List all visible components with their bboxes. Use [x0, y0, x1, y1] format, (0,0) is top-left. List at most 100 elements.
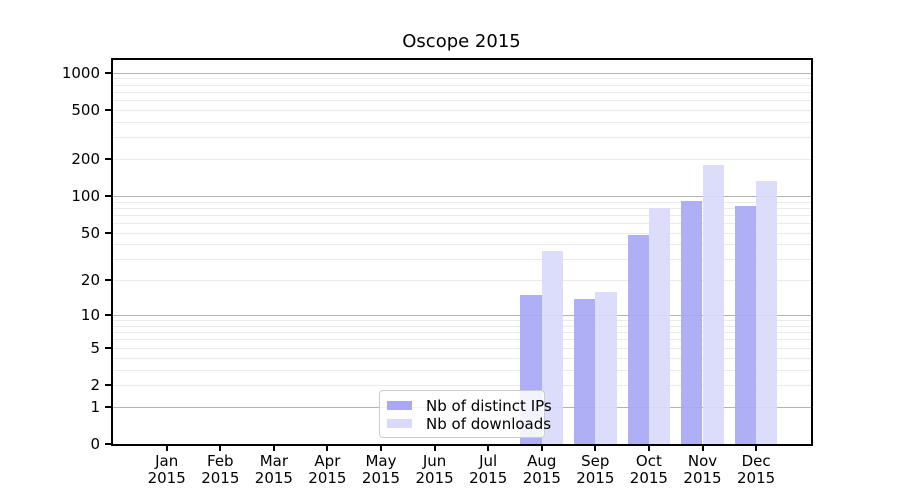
x-tick-label-line: Jul [479, 452, 498, 470]
x-tick-label-line: Aug [527, 452, 557, 470]
y-tick-mark [105, 384, 111, 386]
x-tick-mark [326, 446, 329, 451]
gridline-minor [113, 109, 811, 111]
x-tick-label-line: Jan [155, 452, 179, 470]
bar-distinct-ips [573, 298, 596, 444]
x-tick-label-line: 2015 [576, 469, 615, 487]
x-tick-mark [380, 446, 382, 451]
x-tick-label-line: Dec [741, 452, 771, 470]
x-tick-label-line: 2015 [308, 469, 347, 487]
y-tick-mark [105, 195, 111, 197]
y-tick-label: 500 [71, 100, 100, 119]
y-tick-mark [105, 405, 111, 408]
x-tick-label: Jun 2015 [403, 453, 467, 487]
y-tick-label: 1000 [61, 63, 100, 82]
y-tick-mark [105, 158, 111, 160]
y-tick-label: 200 [71, 150, 100, 168]
x-tick-mark [594, 446, 597, 451]
x-tick-label: Jan 2015 [135, 453, 199, 487]
gridline-minor [113, 121, 811, 123]
x-tick-mark [647, 446, 650, 451]
gridline-minor [113, 259, 811, 261]
gridline-minor [113, 78, 811, 80]
x-tick-label-line: 2015 [522, 469, 561, 487]
gridline-minor [113, 320, 811, 322]
x-tick-mark [272, 446, 275, 451]
x-tick-label-line: Nov [687, 452, 718, 470]
x-tick-label-line: Jun [422, 452, 447, 470]
y-tick-mark [105, 314, 111, 317]
gridline-minor [113, 332, 811, 334]
x-tick-label-line: May [365, 452, 397, 470]
x-tick-mark [165, 446, 168, 451]
gridline-minor [113, 280, 811, 282]
y-tick-mark [105, 443, 111, 445]
y-tick-label: 5 [90, 338, 100, 357]
x-tick-label: Sep 2015 [563, 453, 627, 487]
x-tick-label: Dec 2015 [724, 453, 788, 487]
y-tick-label: 1 [90, 397, 100, 416]
y-tick-label: 10 [80, 306, 100, 325]
y-tick-mark [105, 279, 111, 282]
y-tick-mark [105, 71, 111, 74]
x-tick-label-line: 2015 [469, 469, 508, 487]
legend: Nb of distinct IPs Nb of downloads [379, 390, 552, 438]
bar-distinct-ips [734, 205, 757, 444]
x-tick-label: Mar 2015 [242, 453, 306, 487]
x-tick-label-line: Sep [581, 452, 610, 470]
x-tick-label-line: 2015 [147, 469, 186, 487]
y-tick-mark [105, 346, 111, 349]
legend-label: Nb of distinct IPs [426, 396, 552, 415]
gridline-minor [113, 207, 811, 209]
gridline-minor [113, 232, 811, 234]
x-tick-mark [755, 446, 758, 451]
x-tick-label-line: Apr [314, 452, 341, 470]
x-tick-label: Apr 2015 [295, 453, 359, 487]
y-tick-label: 0 [90, 435, 100, 453]
x-tick-label: May 2015 [349, 453, 413, 487]
x-tick-label-line: Feb [207, 452, 234, 470]
gridline-minor [113, 91, 811, 93]
bar-distinct-ips [681, 201, 703, 444]
x-tick-label-line: 2015 [254, 469, 293, 487]
gridline-minor [113, 244, 811, 246]
legend-item-downloads: Nb of downloads [387, 415, 551, 433]
gridline-major [113, 196, 811, 197]
x-tick-mark [540, 446, 543, 451]
x-tick-mark [219, 446, 222, 451]
y-tick-label: 20 [80, 271, 100, 290]
gridline-minor [113, 325, 811, 327]
x-tick-mark [487, 446, 490, 451]
gridline-minor [113, 100, 811, 102]
bar-downloads [702, 164, 724, 444]
bar-downloads [756, 181, 778, 444]
x-tick-mark [701, 446, 704, 451]
y-tick-label: 2 [90, 376, 100, 394]
gridline-minor [113, 137, 811, 139]
legend-swatch-distinct-ips [387, 401, 412, 410]
chart-title: Oscope 2015 [402, 31, 521, 52]
x-tick-mark [433, 446, 436, 451]
bar-downloads [595, 291, 617, 444]
legend-swatch-downloads [387, 419, 412, 428]
gridline-major [113, 315, 811, 317]
gridline-major [113, 72, 811, 74]
x-tick-label-line: 2015 [683, 469, 722, 487]
gridline-minor [113, 385, 811, 386]
gridline-minor [113, 159, 811, 160]
bar-distinct-ips [627, 234, 649, 444]
gridline-minor [113, 214, 811, 216]
gridline-minor [113, 84, 811, 86]
x-tick-label: Nov 2015 [671, 453, 735, 487]
legend-item-distinct-ips: Nb of distinct IPs [387, 397, 552, 415]
y-tick-mark [105, 231, 111, 234]
gridline-minor [113, 357, 811, 359]
x-tick-label-line: Mar [259, 452, 289, 470]
gridline-minor [113, 339, 811, 341]
gridline-minor [113, 347, 811, 349]
x-tick-label: Feb 2015 [188, 453, 252, 487]
x-tick-label-line: 2015 [737, 469, 776, 487]
bar-downloads [648, 207, 671, 444]
x-tick-label-line: 2015 [415, 469, 454, 487]
